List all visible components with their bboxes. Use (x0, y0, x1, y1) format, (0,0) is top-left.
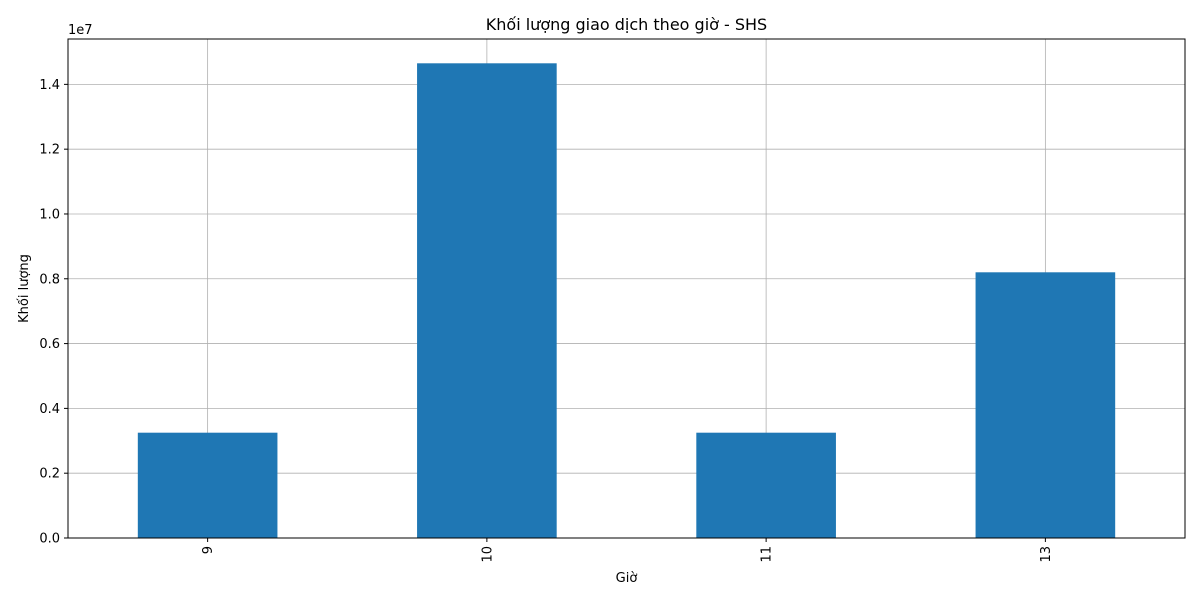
y-tick-label: 0.4 (39, 402, 60, 417)
y-axis-offset-label: 1e7 (68, 23, 93, 38)
x-tick-label: 11 (760, 546, 775, 563)
bars (137, 63, 1116, 539)
bar-10 (417, 63, 557, 539)
y-tick-label: 0.8 (39, 272, 60, 287)
y-tick-label: 1.4 (39, 78, 60, 93)
y-tick-label: 0.0 (39, 532, 60, 547)
x-axis-ticks: 9 10 11 13 (201, 538, 1054, 563)
y-axis-ticks: 0.0 0.2 0.4 0.6 0.8 1.0 1.2 1.4 (39, 78, 68, 547)
bar-11 (696, 432, 836, 538)
chart-title: Khối lượng giao dịch theo giờ - SHS (486, 15, 767, 34)
y-axis-label: Khối lượng (17, 254, 32, 323)
y-tick-label: 0.6 (39, 337, 60, 352)
y-tick-label: 1.2 (39, 143, 60, 158)
x-tick-label: 9 (201, 546, 216, 554)
bar-13 (975, 272, 1116, 538)
x-tick-label: 10 (480, 546, 495, 563)
axes-frame (67, 38, 1186, 539)
bar-9 (137, 432, 278, 538)
x-axis-label: Giờ (616, 571, 638, 586)
x-tick-label: 13 (1039, 546, 1054, 563)
y-tick-label: 1.0 (39, 207, 60, 222)
y-tick-label: 0.2 (39, 467, 60, 482)
